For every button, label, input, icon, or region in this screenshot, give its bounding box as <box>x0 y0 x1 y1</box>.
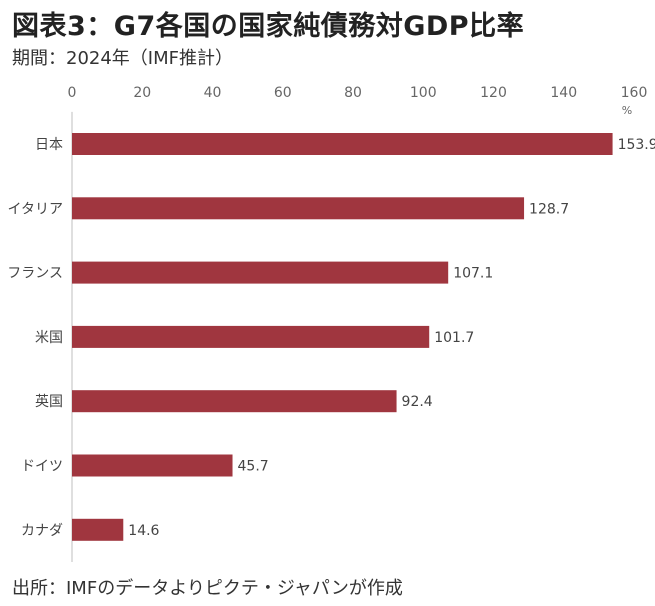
bar <box>72 197 525 220</box>
x-tick-label: 40 <box>204 85 222 101</box>
data-label: 14.6 <box>128 523 159 539</box>
bar <box>72 390 397 413</box>
chart-title: 図表3：G7各国の国家純債務対GDP比率 <box>12 11 525 42</box>
bar <box>72 454 233 477</box>
category-label: ドイツ <box>21 459 63 475</box>
source-note: 出所：IMFのデータよりピクテ・ジャパンが作成 <box>12 578 403 599</box>
data-label: 153.9 <box>618 137 655 153</box>
category-label: 米国 <box>35 330 63 346</box>
bar <box>72 325 430 348</box>
data-label: 45.7 <box>238 459 269 475</box>
x-tick-label: 160 <box>621 85 648 101</box>
category-label: 英国 <box>35 393 63 410</box>
category-label: イタリア <box>8 201 63 217</box>
data-label: 128.7 <box>529 201 569 217</box>
bar <box>72 133 613 155</box>
category-label: カナダ <box>21 523 63 539</box>
x-tick-label: 120 <box>480 85 507 101</box>
x-tick-label: 80 <box>344 85 362 101</box>
data-label: 101.7 <box>434 330 474 346</box>
chart-subtitle: 期間：2024年（IMF推計） <box>12 48 234 69</box>
data-label: 92.4 <box>402 394 433 410</box>
bar <box>72 261 449 284</box>
x-tick-label: 0 <box>68 85 77 101</box>
x-tick-label: 20 <box>133 85 151 101</box>
category-label: 日本 <box>35 137 63 153</box>
category-label: フランス <box>7 266 63 282</box>
x-tick-label: 140 <box>550 85 577 101</box>
x-tick-label: 100 <box>410 85 437 101</box>
data-label: 107.1 <box>453 266 493 282</box>
x-tick-label: 60 <box>274 85 292 101</box>
bar <box>72 518 124 541</box>
x-axis-unit: % <box>622 104 632 117</box>
